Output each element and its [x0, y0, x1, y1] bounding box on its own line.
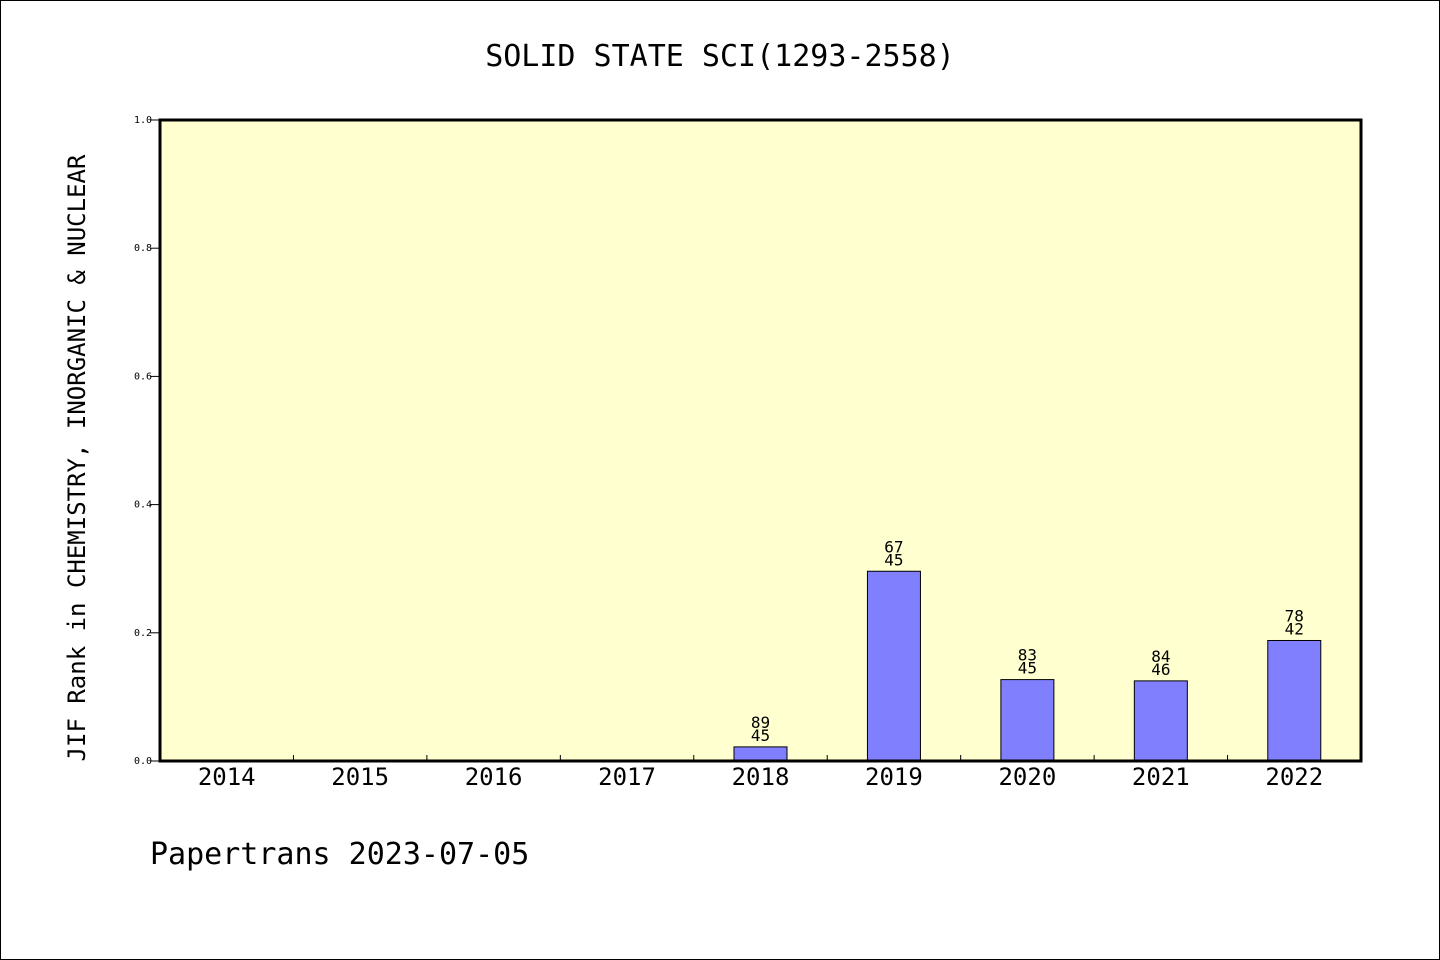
category-total-label: 45: [884, 550, 903, 569]
y-axis-label: JIF Rank in CHEMISTRY, INORGANIC & NUCLE…: [63, 154, 91, 761]
category-total-label: 45: [1018, 659, 1037, 678]
bar-2019: [866, 570, 921, 762]
category-total-label: 42: [1285, 619, 1304, 638]
rank-label: 67: [884, 537, 903, 556]
bar-series: [733, 570, 1322, 762]
y-tick-label: 0.6: [134, 371, 152, 382]
x-tick-label: 2022: [1265, 763, 1323, 791]
x-tick-label: 2018: [732, 763, 790, 791]
category-total-label: 46: [1151, 660, 1170, 679]
x-tick-label: 2015: [331, 763, 389, 791]
rank-label: 84: [1151, 647, 1170, 666]
x-tick-label: 2021: [1132, 763, 1190, 791]
y-axis: 0.0 0.2 0.4 0.6 0.8 1.0: [134, 115, 160, 767]
bar-2021: [1133, 680, 1188, 762]
rank-label: 83: [1018, 646, 1037, 665]
category-total-label: 45: [751, 726, 770, 745]
bar-2022: [1267, 639, 1322, 762]
y-tick-label: 0.2: [134, 628, 152, 639]
y-tick-label: 0.8: [134, 243, 152, 254]
footer-text: Papertrans 2023-07-05: [150, 837, 529, 872]
bar-2018: [733, 746, 788, 762]
rank-label: 78: [1285, 606, 1304, 625]
x-tick-label: 2020: [998, 763, 1056, 791]
y-tick-label: 1.0: [134, 115, 152, 126]
y-tick-label: 0.0: [134, 756, 152, 767]
chart-title: SOLID STATE SCI(1293-2558): [485, 39, 955, 74]
rank-label: 89: [751, 713, 770, 732]
x-tick-label: 2017: [598, 763, 656, 791]
bar-2020: [1000, 679, 1055, 762]
x-tick-label: 2019: [865, 763, 923, 791]
plot-border: [158, 118, 1363, 763]
y-tick-label: 0.4: [134, 500, 152, 511]
x-tick-label: 2014: [198, 763, 256, 791]
x-tick-label: 2016: [465, 763, 523, 791]
x-axis: 2014 2015 2016 2017 2018 2019 2020 2021 2022: [198, 755, 1323, 791]
plot-area: [160, 120, 1361, 761]
